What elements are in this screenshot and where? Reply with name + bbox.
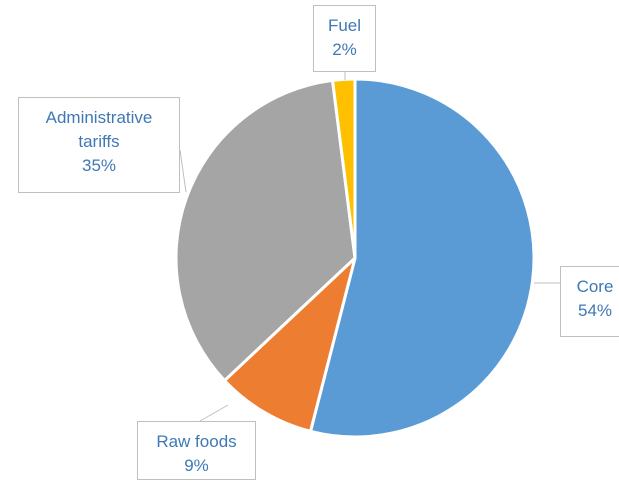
data-label: Fuel 2% [313,5,376,72]
pie-slice [308,77,536,439]
category-label: Raw foods [156,432,237,451]
pie-slice [331,77,357,260]
value-label: 54% [577,301,613,320]
value-label: 2% [332,40,357,59]
category-label: Fuel [327,16,362,35]
category-label: Administrative tariffs [45,108,153,151]
leader-line [199,404,229,422]
value-label: 9% [184,456,209,475]
leader-line [179,149,187,193]
data-label: Raw foods 9% [137,421,256,480]
value-label: 35% [81,156,117,175]
pie-slice [174,78,357,383]
pie-slice [223,256,357,433]
data-label: Core 54% [560,266,619,337]
data-label: Administrative tariffs 35% [18,97,180,193]
category-label: Core [576,277,614,296]
